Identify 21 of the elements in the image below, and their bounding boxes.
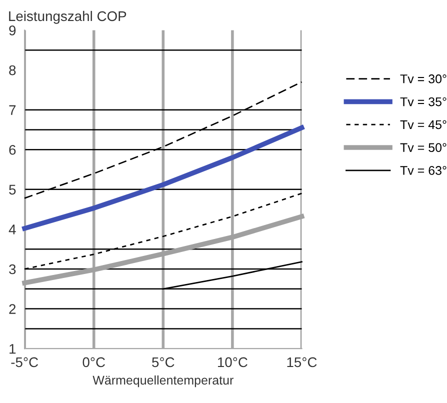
y-tick-label: 3 [9, 264, 16, 274]
legend-label: Tv = 35° [400, 97, 446, 106]
legend-label: Tv = 45° [400, 120, 446, 130]
y-tick-label: 5 [9, 184, 16, 195]
x-tick-label: 15°C [287, 357, 317, 368]
x-tick-label: 5°C [152, 357, 174, 368]
y-tick-label: 2 [9, 304, 16, 314]
legend-label: Tv = 30° [400, 74, 446, 84]
x-tick-label: -5°C [11, 357, 38, 368]
y-tick-label: 9 [9, 26, 16, 36]
x-tick-label: 10°C [218, 357, 248, 368]
y-axis-title: Leistungszahl COP [9, 10, 126, 24]
y-tick-label: 1 [10, 344, 16, 354]
legend-label: Tv = 63° [400, 166, 446, 175]
y-tick-label: 4 [8, 224, 16, 234]
legend-label: Tv = 50° [400, 143, 446, 152]
x-tick-label: 0°C [82, 357, 105, 368]
y-tick-label: 8 [9, 65, 16, 76]
x-axis-title: Wärmequellentemperatur [92, 375, 234, 388]
y-tick-label: 7 [9, 105, 16, 115]
y-tick-label: 6 [9, 144, 16, 155]
